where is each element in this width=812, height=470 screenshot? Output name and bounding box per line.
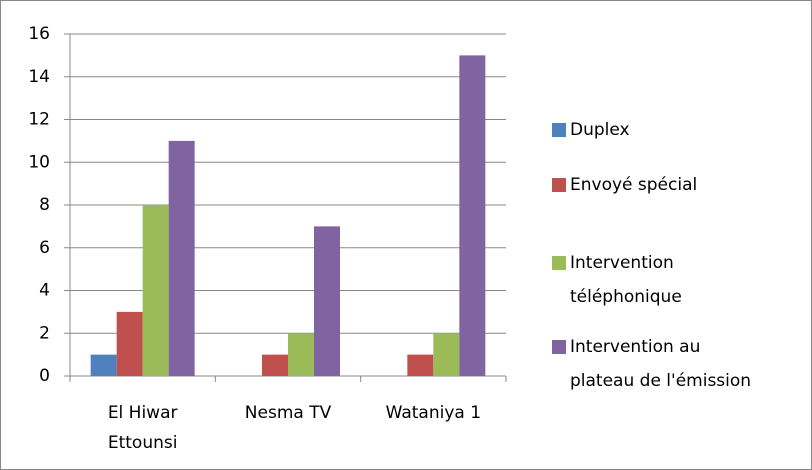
bar xyxy=(168,140,195,376)
y-tick-label: 10 xyxy=(28,152,50,172)
y-tick-label: 8 xyxy=(39,195,50,215)
bar xyxy=(142,205,169,376)
y-tick-label: 0 xyxy=(39,366,50,386)
x-tick-label: Nesma TV xyxy=(244,403,332,423)
bar xyxy=(433,333,460,376)
legend-label: Envoyé spécial xyxy=(570,175,698,195)
bar xyxy=(459,55,486,376)
y-tick-label: 6 xyxy=(39,238,50,258)
legend-swatch xyxy=(552,256,566,270)
y-tick-label: 2 xyxy=(39,323,50,343)
y-tick-label: 4 xyxy=(39,281,50,301)
legend-swatch xyxy=(552,178,566,192)
y-tick-label: 16 xyxy=(28,24,50,44)
bar xyxy=(90,354,117,376)
legend-swatch xyxy=(552,340,566,354)
x-tick-label: Wataniya 1 xyxy=(385,403,482,423)
legend-label: Intervention téléphonique xyxy=(570,253,682,307)
bar xyxy=(314,226,340,376)
bar xyxy=(288,333,314,376)
bar xyxy=(262,354,288,376)
x-tick-label: El Hiwar Ettounsi xyxy=(107,403,178,453)
legend-swatch xyxy=(552,123,566,137)
y-tick-label: 14 xyxy=(28,67,50,87)
bar xyxy=(116,311,143,376)
legend-label: Duplex xyxy=(570,120,630,140)
y-tick-label: 12 xyxy=(28,110,50,130)
legend-label: Intervention au plateau de l'émission xyxy=(570,337,752,391)
bar xyxy=(407,354,434,376)
